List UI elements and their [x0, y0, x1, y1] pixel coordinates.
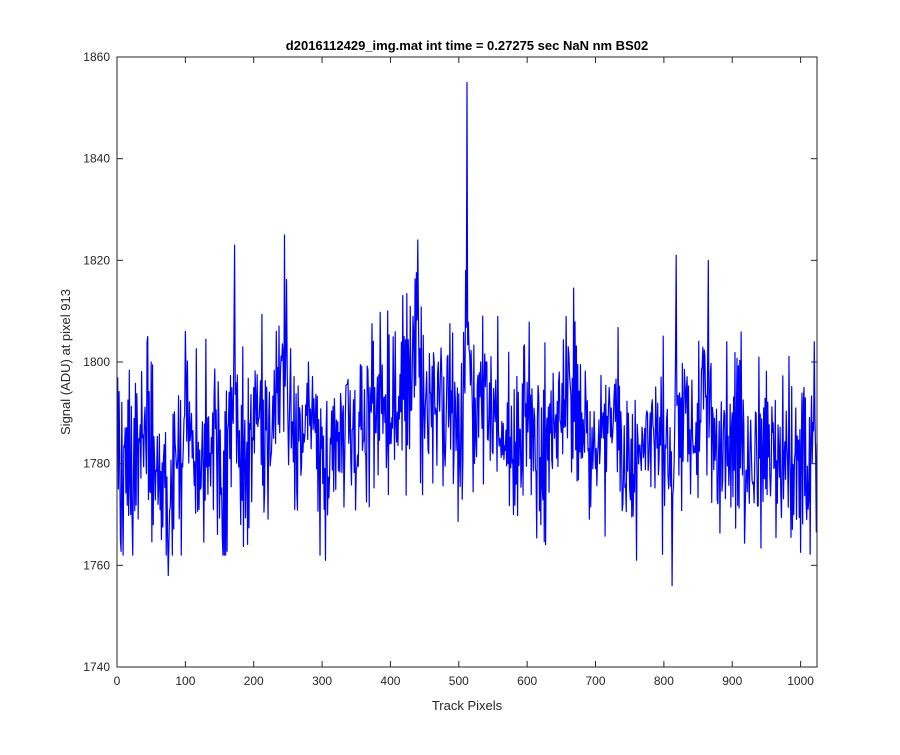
series-layer [117, 81, 818, 587]
y-tick-label: 1760 [83, 558, 110, 572]
x-tick-label: 100 [175, 674, 195, 688]
x-tick-label: 700 [586, 674, 606, 688]
x-tick-label: 1000 [787, 674, 814, 688]
y-axis: 1740 1760 1780 1800 1820 1840 1860 [83, 50, 817, 674]
x-tick-label: 900 [722, 674, 742, 688]
y-tick-label: 1840 [83, 152, 110, 166]
x-tick-label: 800 [654, 674, 674, 688]
y-tick-label: 1800 [83, 355, 110, 369]
x-tick-label: 200 [244, 674, 264, 688]
series-line-0 [117, 81, 818, 587]
x-tick-label: 400 [380, 674, 400, 688]
x-axis: 0 100 200 300 400 500 600 700 800 900 1000 [114, 57, 814, 688]
x-axis-label: Track Pixels [432, 698, 503, 713]
y-tick-label: 1820 [83, 253, 110, 267]
y-tick-label: 1860 [83, 50, 110, 64]
x-tick-label: 0 [114, 674, 121, 688]
x-tick-label: 600 [517, 674, 537, 688]
y-tick-label: 1780 [83, 457, 110, 471]
y-axis-label: Signal (ADU) at pixel 913 [58, 289, 73, 435]
x-tick-label: 500 [449, 674, 469, 688]
y-tick-label: 1740 [83, 660, 110, 674]
chart-title: d2016112429_img.mat int time = 0.27275 s… [286, 38, 648, 53]
x-tick-label: 300 [312, 674, 332, 688]
